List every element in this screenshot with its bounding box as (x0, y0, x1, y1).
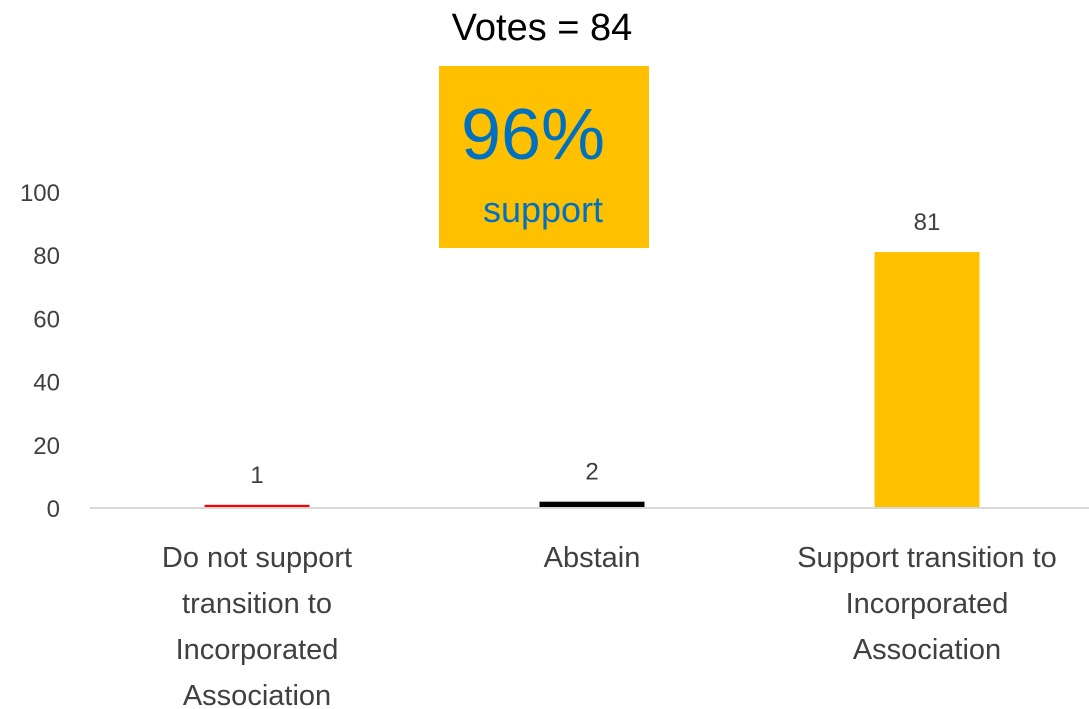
y-axis-ticks: 0 20 40 60 80 100 (20, 180, 60, 523)
category-label: Support transition to Incorporated Associa… (797, 542, 1057, 666)
data-label: 1 (250, 462, 263, 489)
callout-label: support (483, 189, 603, 230)
bar (539, 501, 645, 508)
y-tick-label: 100 (20, 180, 60, 207)
category-label-line: Do not support (162, 542, 352, 574)
data-label: 81 (914, 209, 941, 236)
category-label-line: Support transition to (797, 542, 1057, 574)
y-tick-label: 60 (33, 306, 60, 333)
callout-percent: 96% (461, 95, 605, 175)
category-label-line: Incorporated (176, 634, 339, 666)
category-label-line: Association (853, 634, 1001, 666)
chart-title: Votes = 84 (452, 7, 633, 49)
category-label: Do not support transition to Incorporated A… (162, 542, 352, 709)
bar (204, 504, 310, 508)
y-tick-label: 0 (47, 496, 60, 523)
bar (874, 252, 980, 508)
category-label-line: transition to (182, 588, 332, 620)
category-label-line: Association (183, 680, 331, 709)
callout-box (439, 66, 649, 248)
data-labels: 1 2 81 (250, 209, 940, 489)
data-label: 2 (585, 459, 598, 486)
y-tick-label: 20 (33, 433, 60, 460)
y-tick-label: 80 (33, 243, 60, 270)
category-label: Abstain (544, 542, 641, 574)
category-labels: Do not support transition to Incorporated A… (162, 542, 1057, 709)
y-tick-label: 40 (33, 370, 60, 397)
support-callout: 96% support (439, 66, 649, 248)
category-label-line: Abstain (544, 542, 641, 574)
bars (204, 252, 980, 508)
category-label-line: Incorporated (846, 588, 1009, 620)
